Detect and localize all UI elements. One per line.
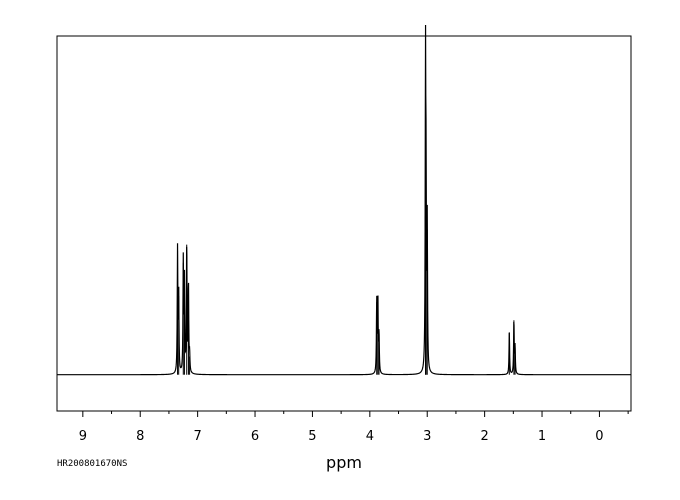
x-tick-label: 2 [480, 429, 488, 444]
x-tick-label: 6 [251, 429, 259, 444]
spectrum-line [57, 24, 631, 376]
x-tick-label: 9 [79, 429, 87, 444]
x-tick-labels: 9 8 7 6 5 4 3 2 1 0 [79, 429, 604, 444]
x-tick-label: 8 [136, 429, 144, 444]
x-tick-label: 7 [193, 429, 201, 444]
plot-frame [56, 35, 632, 412]
x-tick-label: 1 [538, 429, 546, 444]
x-major-ticks [82, 411, 600, 417]
x-tick-label: 3 [423, 429, 431, 444]
x-axis-label: ppm [326, 453, 362, 472]
x-minor-ticks [111, 411, 629, 414]
peaks-group [177, 72, 516, 375]
x-tick-label: 0 [595, 429, 603, 444]
spectrum-id: HR200801670NS [57, 459, 127, 469]
x-tick-label: 5 [308, 429, 316, 444]
x-tick-label: 4 [366, 429, 374, 444]
